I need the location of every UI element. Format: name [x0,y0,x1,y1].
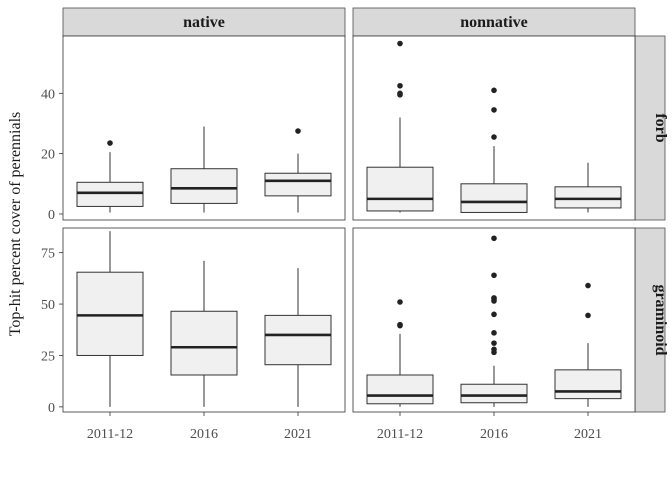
box-nonnative-forb-2016 [460,87,528,213]
box-native-graminoid-2021 [264,268,332,407]
box-nonnative-forb-2021 [554,162,622,213]
outlier-point [295,128,301,134]
box-nonnative-forb-2011-12 [366,40,434,213]
outlier-point [491,235,497,242]
outlier-point [491,134,497,140]
y-tick-label: 0 [48,401,55,416]
facet-label-nonnative: nonnative [460,14,528,31]
iqr-box [554,369,622,400]
outlier-point [397,82,403,89]
iqr-box [170,310,238,376]
box-nonnative-graminoid-2021 [554,282,622,407]
x-tick-label-2016: 2016 [480,427,508,442]
outlier-point [107,140,113,146]
y-tick-label: 25 [41,349,55,364]
iqr-box [170,168,238,204]
box-nonnative-graminoid-2016 [460,235,528,407]
y-tick-label: 50 [41,298,55,313]
iqr-box [366,374,434,405]
y-tick-label: 75 [41,247,55,262]
outlier-point [491,346,497,353]
iqr-box [76,271,144,356]
iqr-box [366,166,434,212]
iqr-box [460,183,528,213]
iqr-box [76,181,144,207]
iqr-box [554,186,622,209]
x-tick-label-2021: 2021 [574,427,602,442]
box-native-forb-2011-12 [76,140,144,213]
facet-strip-native: native [62,7,346,37]
outlier-point [491,330,497,336]
facet-label-native: native [183,14,225,31]
x-tick-label-2011-12: 2011-12 [377,427,423,442]
facet-strip-nonnative: nonnative [352,7,636,37]
outlier-point [397,90,403,97]
box-native-graminoid-2016 [170,260,238,407]
outlier-point [491,311,497,318]
iqr-box [460,383,528,404]
x-tick-label-2016: 2016 [190,427,218,442]
outlier-point [491,107,497,113]
outlier-point [397,299,403,305]
box-nonnative-graminoid-2011-12 [366,299,434,407]
y-axis-title: Top-hit percent cover of perennials [7,112,24,337]
x-tick-label-2021: 2021 [284,427,312,442]
y-tick-label: 20 [41,148,55,163]
facet-label-forb: forb [652,113,669,142]
facet-strip-forb: forb [634,35,669,221]
outlier-point [491,87,497,94]
outlier-point [491,295,497,301]
facet-strip-graminoid: graminoid [634,227,669,413]
y-tick-label: 40 [41,87,55,102]
panel-nonnative-forb [352,35,636,221]
outlier-point [585,282,591,289]
outlier-point [491,272,497,279]
outlier-point [491,340,497,346]
panel-native-forb: 0 20 40 [41,35,346,223]
box-native-graminoid-2011-12 [76,231,144,407]
facet-label-graminoid: graminoid [652,284,669,355]
panel-nonnative-graminoid: 2011-12 2016 2021 [352,227,636,442]
box-native-forb-2021 [264,128,332,213]
outlier-point [397,40,403,47]
y-tick-label: 0 [48,208,55,223]
x-tick-label-2011-12: 2011-12 [87,427,133,442]
iqr-box [264,172,332,197]
panel-native-graminoid: 0 25 50 75 2011-12 2016 2021 [41,227,346,442]
outlier-point [397,321,403,328]
outlier-point [585,312,591,319]
iqr-box [264,314,332,366]
box-native-forb-2016 [170,126,238,213]
